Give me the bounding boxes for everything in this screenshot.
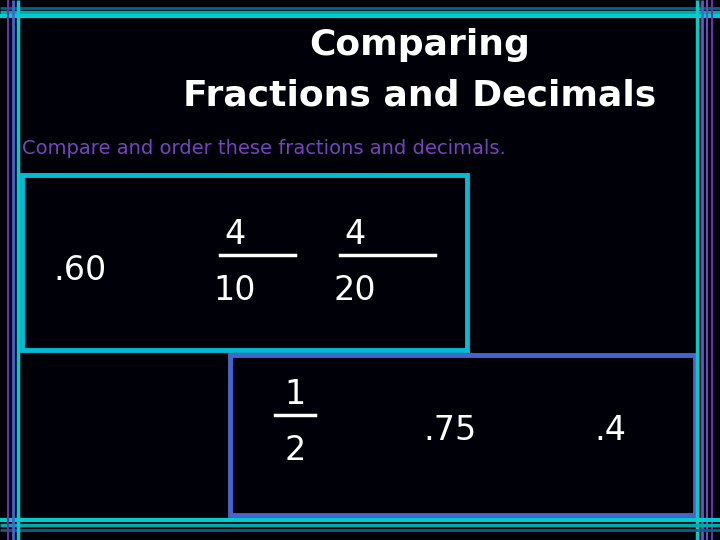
Text: .75: .75 xyxy=(423,414,477,447)
Text: Compare and order these fractions and decimals.: Compare and order these fractions and de… xyxy=(22,138,505,158)
Text: 10: 10 xyxy=(214,273,256,307)
Text: .60: .60 xyxy=(53,253,107,287)
Text: 4: 4 xyxy=(344,219,366,252)
Text: Comparing: Comparing xyxy=(310,28,531,62)
Text: Fractions and Decimals: Fractions and Decimals xyxy=(184,78,657,112)
Text: 20: 20 xyxy=(333,273,377,307)
Text: 4: 4 xyxy=(225,219,246,252)
Text: 1: 1 xyxy=(284,379,305,411)
Bar xyxy=(230,355,695,515)
Text: 2: 2 xyxy=(284,434,306,467)
Text: .4: .4 xyxy=(594,414,626,447)
Bar xyxy=(22,175,467,350)
